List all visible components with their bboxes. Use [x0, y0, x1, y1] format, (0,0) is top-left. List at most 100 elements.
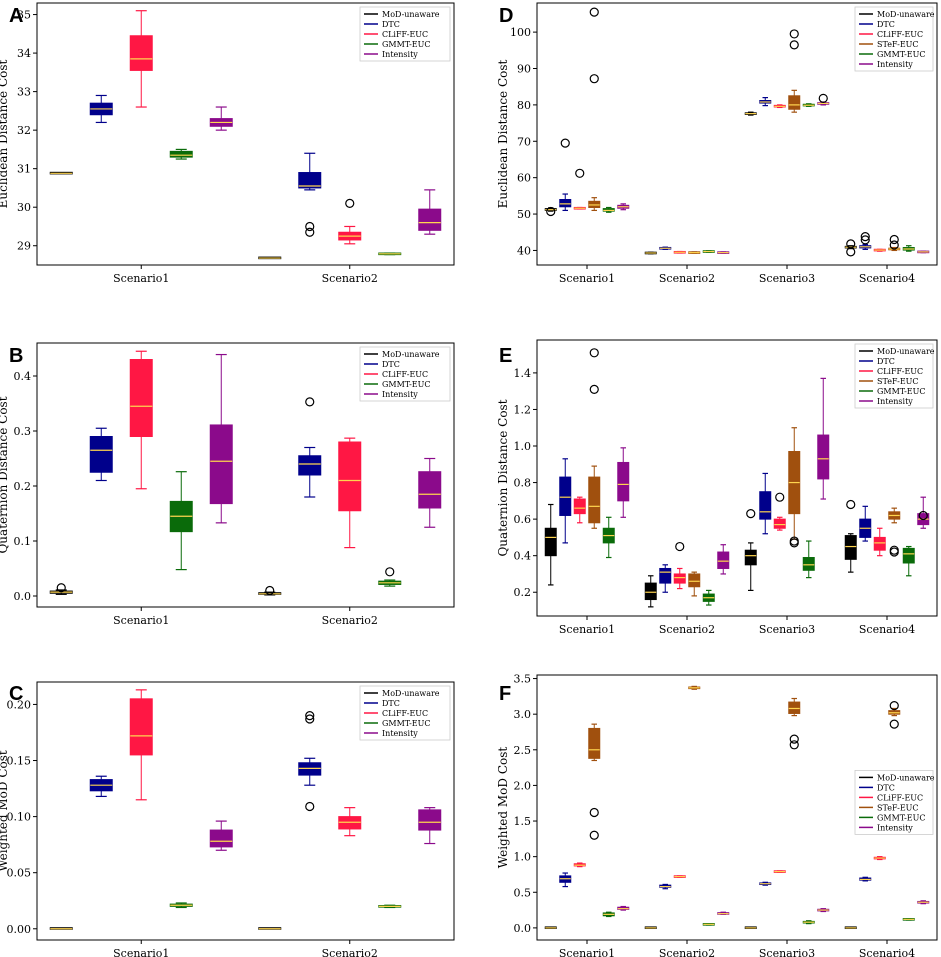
- box-cliff-euc-scenario2: [338, 437, 362, 549]
- legend-item: CLiFF-EUC: [877, 367, 923, 376]
- outlier-point: [385, 567, 395, 577]
- box-stef-euc-scenario1: [588, 7, 601, 212]
- box-dtc-scenario1: [89, 775, 113, 798]
- box-cliff-euc-scenario1: [573, 168, 586, 210]
- box-stef-euc-scenario1: [588, 723, 601, 840]
- y-tick-label: 31: [17, 163, 31, 176]
- outlier-point: [889, 547, 899, 557]
- legend-item: CLiFF-EUC: [382, 30, 428, 39]
- x-tick-label: Scenario2: [322, 272, 378, 285]
- y-tick-label: 32: [17, 124, 31, 137]
- y-tick-label: 29: [17, 240, 31, 253]
- y-tick-label: 50: [517, 208, 531, 221]
- box-iqr: [338, 441, 362, 512]
- box-mod-unaware-scenario1: [49, 171, 73, 175]
- box-gmmt-euc-scenario4: [902, 918, 915, 921]
- box-iqr: [209, 829, 233, 848]
- outlier-point: [589, 830, 599, 840]
- panel-E: E 0.2 0.4 0.6 0.8 1.0 1.2 1.4 Quaternion Distanc…: [496, 339, 938, 636]
- box-gmmt-euc-scenario1: [602, 206, 615, 213]
- box-dtc-scenario3: [759, 472, 772, 535]
- box-iqr: [129, 359, 153, 437]
- box-gmmt-euc-scenario2: [702, 589, 715, 606]
- x-tick-label: Scenario2: [322, 947, 378, 957]
- legend-item: DTC: [382, 360, 400, 369]
- box-intensity-scenario3: [817, 908, 830, 913]
- y-tick-label: 35: [17, 9, 31, 22]
- outlier-point: [889, 240, 899, 250]
- y-tick-label: 100: [510, 26, 531, 39]
- y-tick-label: 0.4: [14, 370, 32, 383]
- box-dtc-scenario3: [759, 97, 772, 107]
- legend-item: STeF-EUC: [877, 803, 919, 812]
- box-mod-unaware-scenario4: [844, 239, 857, 257]
- box-cliff-euc-scenario3: [773, 870, 786, 873]
- y-tick-label: 0.15: [7, 755, 32, 768]
- y-tick-label: 1.0: [514, 851, 532, 864]
- outlier-point: [305, 801, 315, 812]
- box-cliff-euc-scenario3: [773, 492, 786, 531]
- box-iqr: [573, 498, 586, 515]
- box-intensity-scenario1: [617, 905, 630, 911]
- box-mod-unaware-scenario1: [49, 583, 73, 595]
- box-iqr: [802, 557, 815, 571]
- axes-frame: [536, 674, 938, 941]
- box-gmmt-euc-scenario3: [802, 540, 815, 579]
- y-axis-label: Weighted MoD Cost: [0, 750, 10, 872]
- x-tick-label: Scenario4: [859, 272, 915, 285]
- x-tick-label: Scenario1: [559, 947, 615, 957]
- x-tick-label: Scenario1: [113, 614, 169, 627]
- legend: MoD-unawareDTCCLiFF-EUCSTeF-EUCGMMT-EUCI…: [854, 6, 935, 72]
- box-gmmt-euc-scenario2: [378, 567, 402, 587]
- box-iqr: [817, 434, 830, 480]
- box-mod-unaware-scenario1: [544, 206, 557, 217]
- box-intensity-scenario1: [209, 106, 233, 131]
- box-dtc-scenario1: [559, 458, 572, 544]
- panel-label: E: [499, 345, 512, 367]
- box-mod-unaware-scenario2: [644, 251, 657, 255]
- outlier-point: [56, 583, 66, 593]
- box-gmmt-euc-scenario2: [378, 904, 402, 909]
- box-iqr: [688, 573, 701, 588]
- box-iqr: [673, 573, 686, 584]
- outlier-point: [675, 541, 685, 552]
- legend-item: GMMT-EUC: [382, 380, 430, 389]
- box-iqr: [873, 536, 886, 551]
- outlier-point: [305, 714, 315, 724]
- box-iqr: [298, 172, 322, 189]
- outlier-point: [846, 247, 856, 257]
- box-mod-unaware-scenario3: [744, 111, 757, 116]
- box-stef-euc-scenario4: [888, 234, 901, 252]
- legend-item: DTC: [877, 357, 895, 366]
- legend-item: CLiFF-EUC: [877, 30, 923, 39]
- legend-item: STeF-EUC: [877, 40, 919, 49]
- box-dtc-scenario1: [559, 872, 572, 888]
- box-dtc-scenario1: [89, 427, 113, 482]
- x-tick-label: Scenario3: [759, 947, 815, 957]
- box-intensity-scenario3: [817, 93, 830, 106]
- box-intensity-scenario2: [717, 544, 730, 575]
- box-cliff-euc-scenario1: [129, 689, 153, 801]
- legend-item: STeF-EUC: [877, 377, 919, 386]
- y-tick-label: 0.6: [514, 513, 532, 526]
- legend-item: GMMT-EUC: [877, 813, 925, 822]
- box-mod-unaware-scenario2: [258, 927, 282, 930]
- box-iqr: [844, 535, 857, 560]
- legend-item: MoD-unaware: [382, 689, 440, 698]
- box-mod-unaware-scenario3: [744, 926, 757, 930]
- panel-D: D 40 50 60 70 80 90 100 Euclidean Distance Cost S…: [496, 2, 938, 285]
- panel-label: D: [499, 5, 513, 27]
- box-dtc-scenario1: [89, 94, 113, 124]
- box-intensity-scenario2: [717, 911, 730, 915]
- outlier-point: [589, 348, 599, 358]
- legend-item: DTC: [382, 699, 400, 708]
- y-tick-label: 2.5: [514, 744, 532, 757]
- axes-frame: [36, 681, 455, 941]
- box-iqr: [644, 582, 657, 601]
- axes-frame: [36, 342, 455, 608]
- y-tick-label: 0.5: [514, 886, 532, 899]
- box-iqr: [744, 549, 757, 566]
- box-intensity-scenario2: [717, 251, 730, 254]
- legend-item: MoD-unaware: [382, 350, 440, 359]
- box-cliff-euc-scenario4: [873, 527, 886, 557]
